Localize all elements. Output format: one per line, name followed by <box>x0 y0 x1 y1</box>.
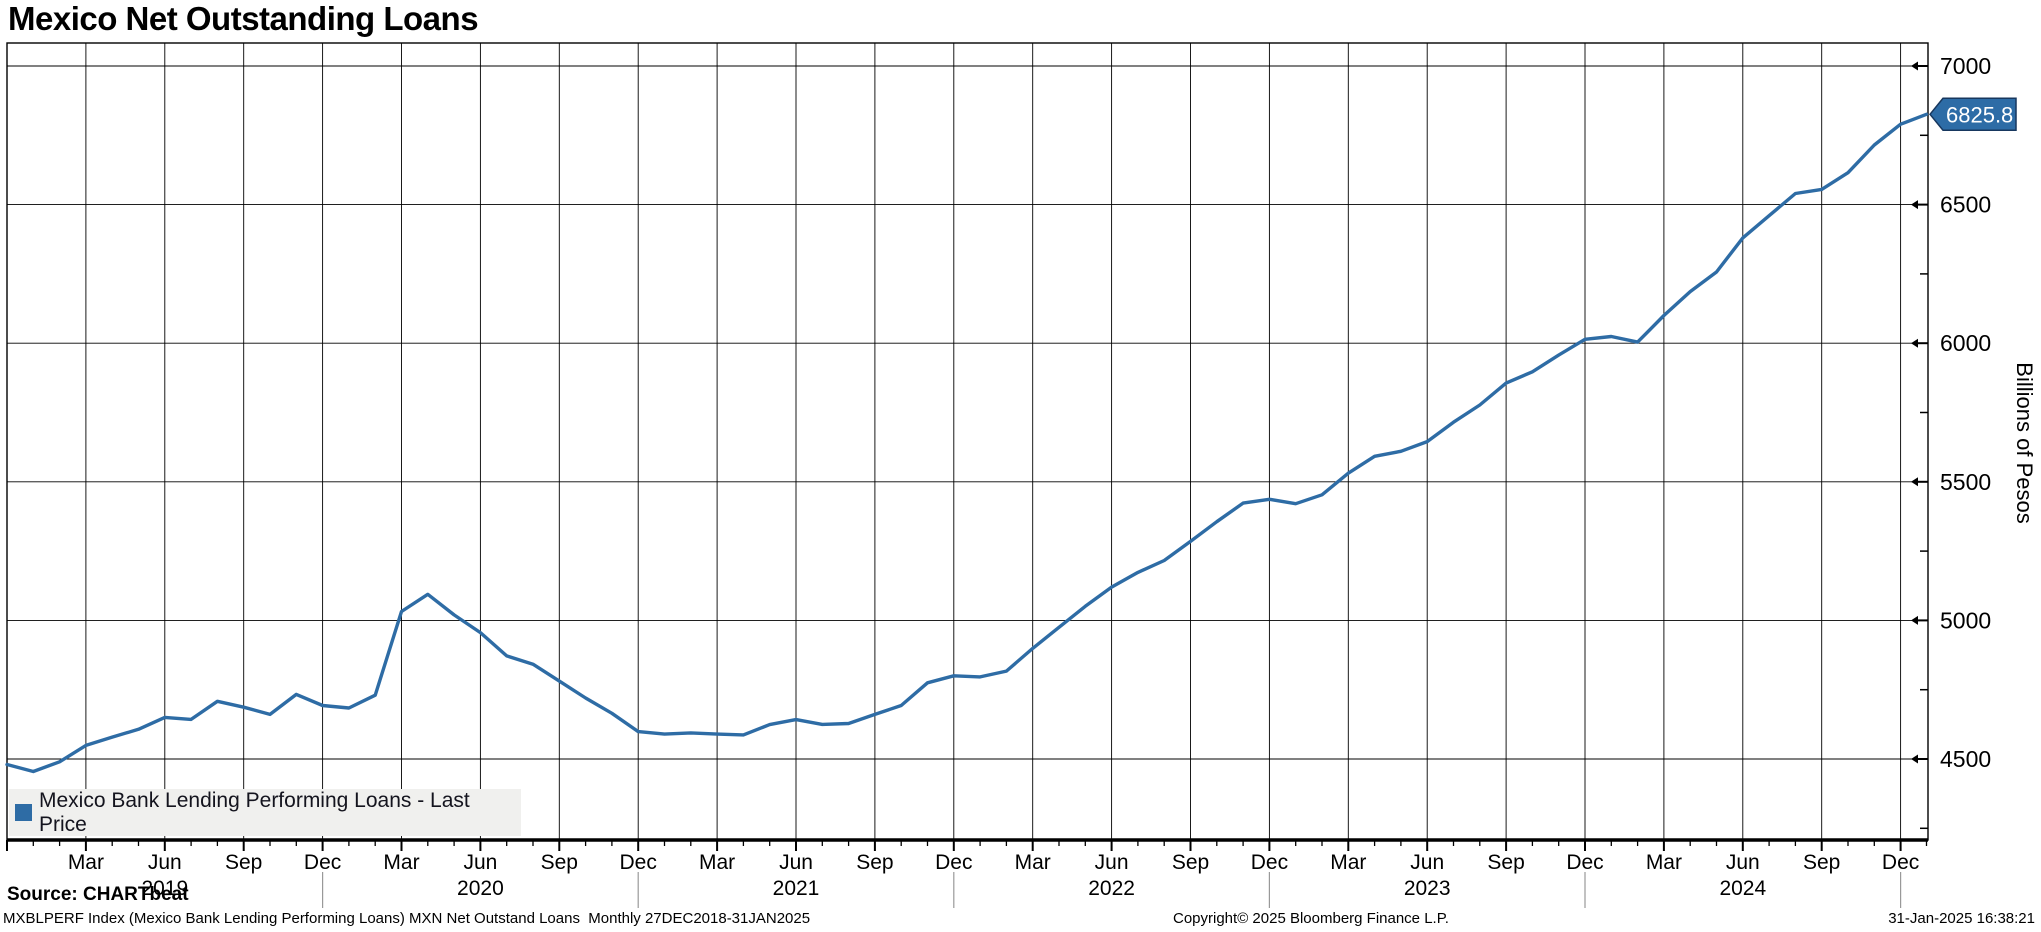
y-tick-arrow-icon <box>1911 477 1918 487</box>
y-tick-arrow-icon <box>1911 615 1918 625</box>
x-month-label: Jun <box>1410 851 1444 874</box>
x-month-label: Jun <box>148 851 182 874</box>
x-month-label: Mar <box>383 851 419 874</box>
x-month-label: Jun <box>463 851 497 874</box>
y-tick-label: 5500 <box>1940 469 1991 495</box>
x-month-label: Dec <box>620 851 657 874</box>
x-month-label: Jun <box>1726 851 1760 874</box>
x-month-label: Sep <box>1172 851 1209 874</box>
x-month-label: Mar <box>68 851 104 874</box>
x-month-label: Sep <box>1487 851 1524 874</box>
legend-label: Mexico Bank Lending Performing Loans - L… <box>39 788 470 836</box>
last-price-tag-shape[interactable] <box>1929 97 2017 132</box>
x-month-label: Dec <box>304 851 341 874</box>
x-month-label: Dec <box>1882 851 1919 874</box>
x-month-label: Sep <box>541 851 578 874</box>
x-year-label: 2020 <box>457 877 504 900</box>
x-year-label: 2019 <box>141 877 188 900</box>
x-year-label: 2021 <box>773 877 820 900</box>
x-month-label: Dec <box>1251 851 1288 874</box>
footer-timestamp: 31-Jan-2025 16:38:21 <box>1888 910 2035 927</box>
y-tick-label: 5000 <box>1940 607 1991 633</box>
y-tick-label: 6000 <box>1940 330 1991 356</box>
x-month-label: Dec <box>1566 851 1603 874</box>
y-axis-title: Billions of Pesos <box>2012 362 2037 523</box>
x-month-label: Dec <box>935 851 972 874</box>
last-price-tag[interactable]: 6825.8 <box>1929 97 2017 132</box>
y-tick-label: 7000 <box>1940 53 1991 79</box>
x-month-label: Mar <box>1015 851 1051 874</box>
footer: MXBLPERF Index (Mexico Bank Lending Perf… <box>0 910 2041 932</box>
x-month-label: Sep <box>856 851 893 874</box>
series-line[interactable] <box>5 112 1929 774</box>
x-month-label: Jun <box>1095 851 1129 874</box>
x-year-label: 2023 <box>1404 877 1451 900</box>
x-year-label: 2022 <box>1088 877 1135 900</box>
x-month-label: Sep <box>1803 851 1840 874</box>
x-month-label: Mar <box>1330 851 1366 874</box>
y-tick-arrow-icon <box>1911 61 1918 71</box>
legend: Mexico Bank Lending Performing Loans - L… <box>9 789 521 836</box>
x-month-label: Mar <box>1646 851 1682 874</box>
x-month-label: Jun <box>779 851 813 874</box>
page-title: Mexico Net Outstanding Loans <box>8 0 479 37</box>
footer-security-info: MXBLPERF Index (Mexico Bank Lending Perf… <box>3 910 811 927</box>
y-tick-arrow-icon <box>1911 754 1918 764</box>
last-price-label: 6825.8 <box>1946 102 2013 127</box>
plot-border <box>6 42 1929 841</box>
y-tick-label: 6500 <box>1940 192 1991 218</box>
x-year-label: 2024 <box>1719 877 1766 900</box>
y-tick-label: 4500 <box>1940 746 1991 772</box>
x-month-label: Mar <box>699 851 735 874</box>
legend-marker-icon <box>15 804 32 821</box>
x-month-label: Sep <box>225 851 262 874</box>
y-tick-arrow-icon <box>1911 338 1918 348</box>
footer-copyright: Copyright© 2025 Bloomberg Finance L.P. <box>1173 910 1449 927</box>
source-line: Source: CHARTbeat <box>7 884 189 905</box>
y-tick-arrow-icon <box>1911 200 1918 210</box>
